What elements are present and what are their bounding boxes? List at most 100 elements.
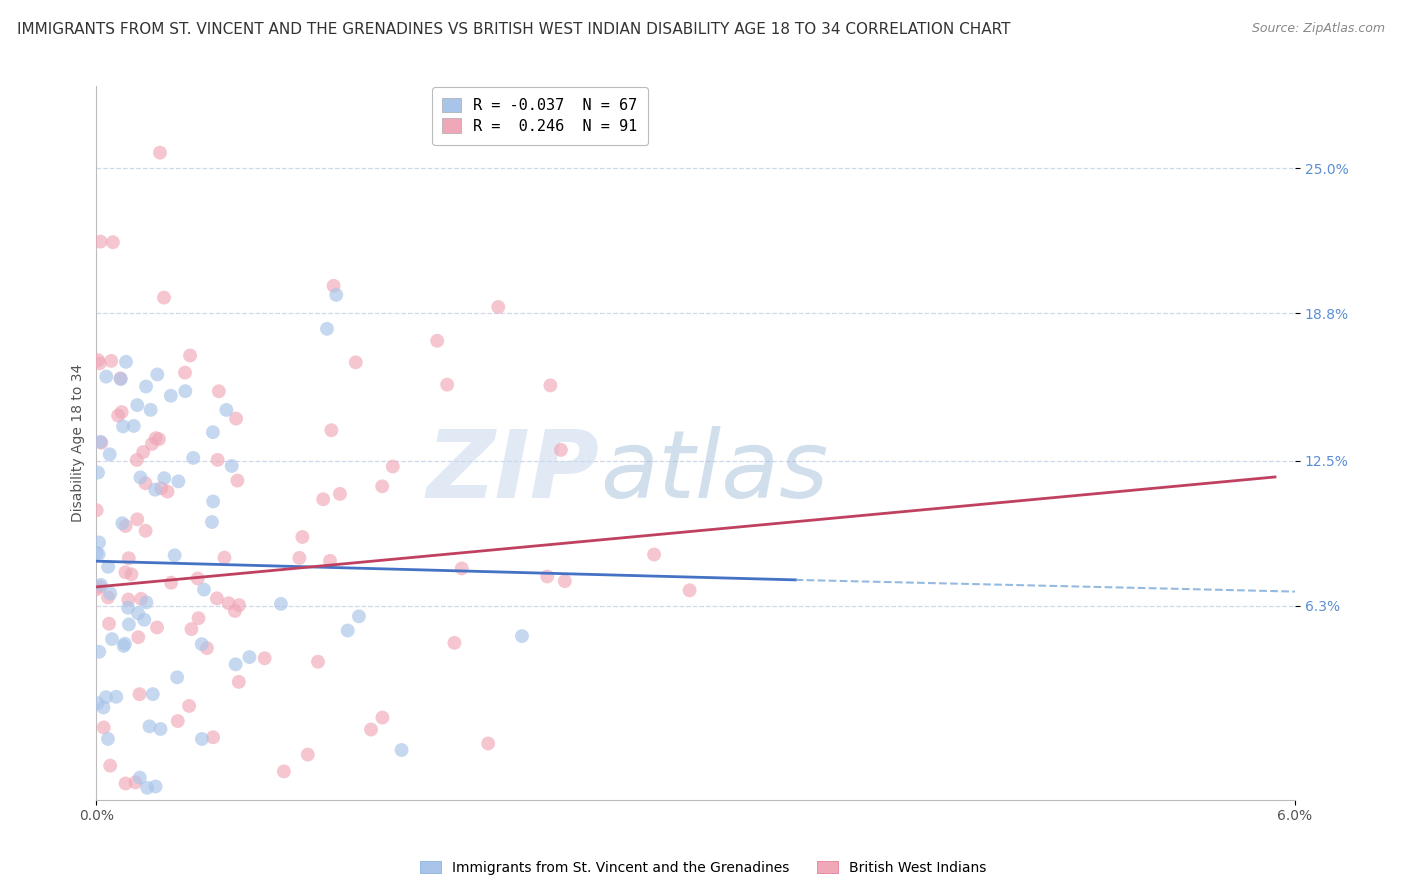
Point (202, 494, 225, 508)
Point (273, 764, 295, 779)
Point (114, 776, 136, 790)
Point (118, 551, 141, 566)
Point (312, 492, 335, 507)
Point (101, 883, 124, 892)
Point (201, 515, 224, 529)
Point (486, 300, 509, 314)
Text: atlas: atlas (600, 426, 828, 517)
Point (215, 403, 238, 417)
Point (127, 606, 149, 620)
Point (678, 583, 700, 598)
Point (127, 630, 149, 644)
Point (443, 636, 465, 650)
Point (308, 823, 330, 838)
Point (89, 645, 111, 659)
Point (87, 547, 110, 561)
Point (166, 714, 188, 728)
Point (86, 503, 108, 517)
Point (110, 371, 132, 385)
Point (114, 519, 136, 533)
Point (344, 355, 367, 369)
Point (186, 808, 208, 822)
Point (134, 476, 156, 491)
Point (127, 398, 149, 412)
Point (136, 780, 159, 795)
Point (135, 524, 157, 538)
Point (100, 354, 122, 368)
Point (288, 550, 311, 565)
Point (316, 322, 339, 336)
Point (218, 596, 240, 610)
Point (307, 655, 329, 669)
Point (129, 591, 152, 606)
Point (146, 368, 169, 382)
Point (87, 535, 110, 549)
Point (321, 423, 343, 437)
Point (142, 687, 165, 701)
Text: ZIP: ZIP (427, 425, 600, 517)
Point (190, 637, 212, 651)
Point (139, 402, 162, 417)
Point (214, 550, 236, 565)
Point (146, 620, 169, 634)
Point (134, 613, 156, 627)
Point (191, 731, 214, 746)
Point (141, 437, 163, 451)
Point (128, 863, 150, 877)
Point (86, 546, 108, 560)
Point (226, 474, 249, 488)
Point (87, 353, 110, 368)
Point (550, 442, 572, 457)
Point (159, 389, 181, 403)
Point (297, 747, 319, 762)
Point (174, 366, 197, 380)
Point (112, 419, 135, 434)
Point (426, 334, 449, 348)
Point (90, 435, 112, 450)
Point (208, 384, 231, 399)
Point (371, 710, 394, 724)
Point (329, 487, 352, 501)
Point (111, 405, 134, 419)
Point (118, 617, 141, 632)
Point (163, 549, 186, 563)
Point (94, 690, 117, 705)
Text: IMMIGRANTS FROM ST. VINCENT AND THE GRENADINES VS BRITISH WEST INDIAN DISABILITY: IMMIGRANTS FROM ST. VINCENT AND THE GREN… (17, 22, 1011, 37)
Point (149, 722, 172, 736)
Point (89, 235, 111, 249)
Point (115, 355, 138, 369)
Point (105, 690, 128, 704)
Point (325, 288, 347, 302)
Point (450, 561, 472, 575)
Point (125, 453, 148, 467)
Point (114, 637, 136, 651)
Legend: R = -0.037  N = 67, R =  0.246  N = 91: R = -0.037 N = 67, R = 0.246 N = 91 (432, 87, 648, 145)
Point (145, 431, 167, 445)
Point (112, 639, 135, 653)
Point (89, 434, 111, 449)
Point (643, 548, 665, 562)
Y-axis label: Disability Age 18 to 34: Disability Age 18 to 34 (72, 364, 86, 522)
Point (98, 586, 121, 600)
Point (127, 512, 149, 526)
Point (90, 578, 112, 592)
Point (143, 483, 166, 497)
Point (205, 591, 228, 606)
Point (193, 582, 215, 597)
Point (135, 595, 157, 609)
Point (120, 567, 142, 582)
Point (122, 419, 145, 434)
Point (97, 731, 120, 746)
Point (96, 369, 118, 384)
Point (129, 470, 152, 484)
Point (187, 572, 209, 586)
Point (110, 372, 132, 386)
Point (101, 632, 124, 646)
Point (89, 580, 111, 594)
Point (391, 743, 413, 757)
Point (128, 771, 150, 785)
Point (381, 459, 404, 474)
Point (156, 484, 179, 499)
Point (93, 700, 115, 714)
Point (97, 559, 120, 574)
